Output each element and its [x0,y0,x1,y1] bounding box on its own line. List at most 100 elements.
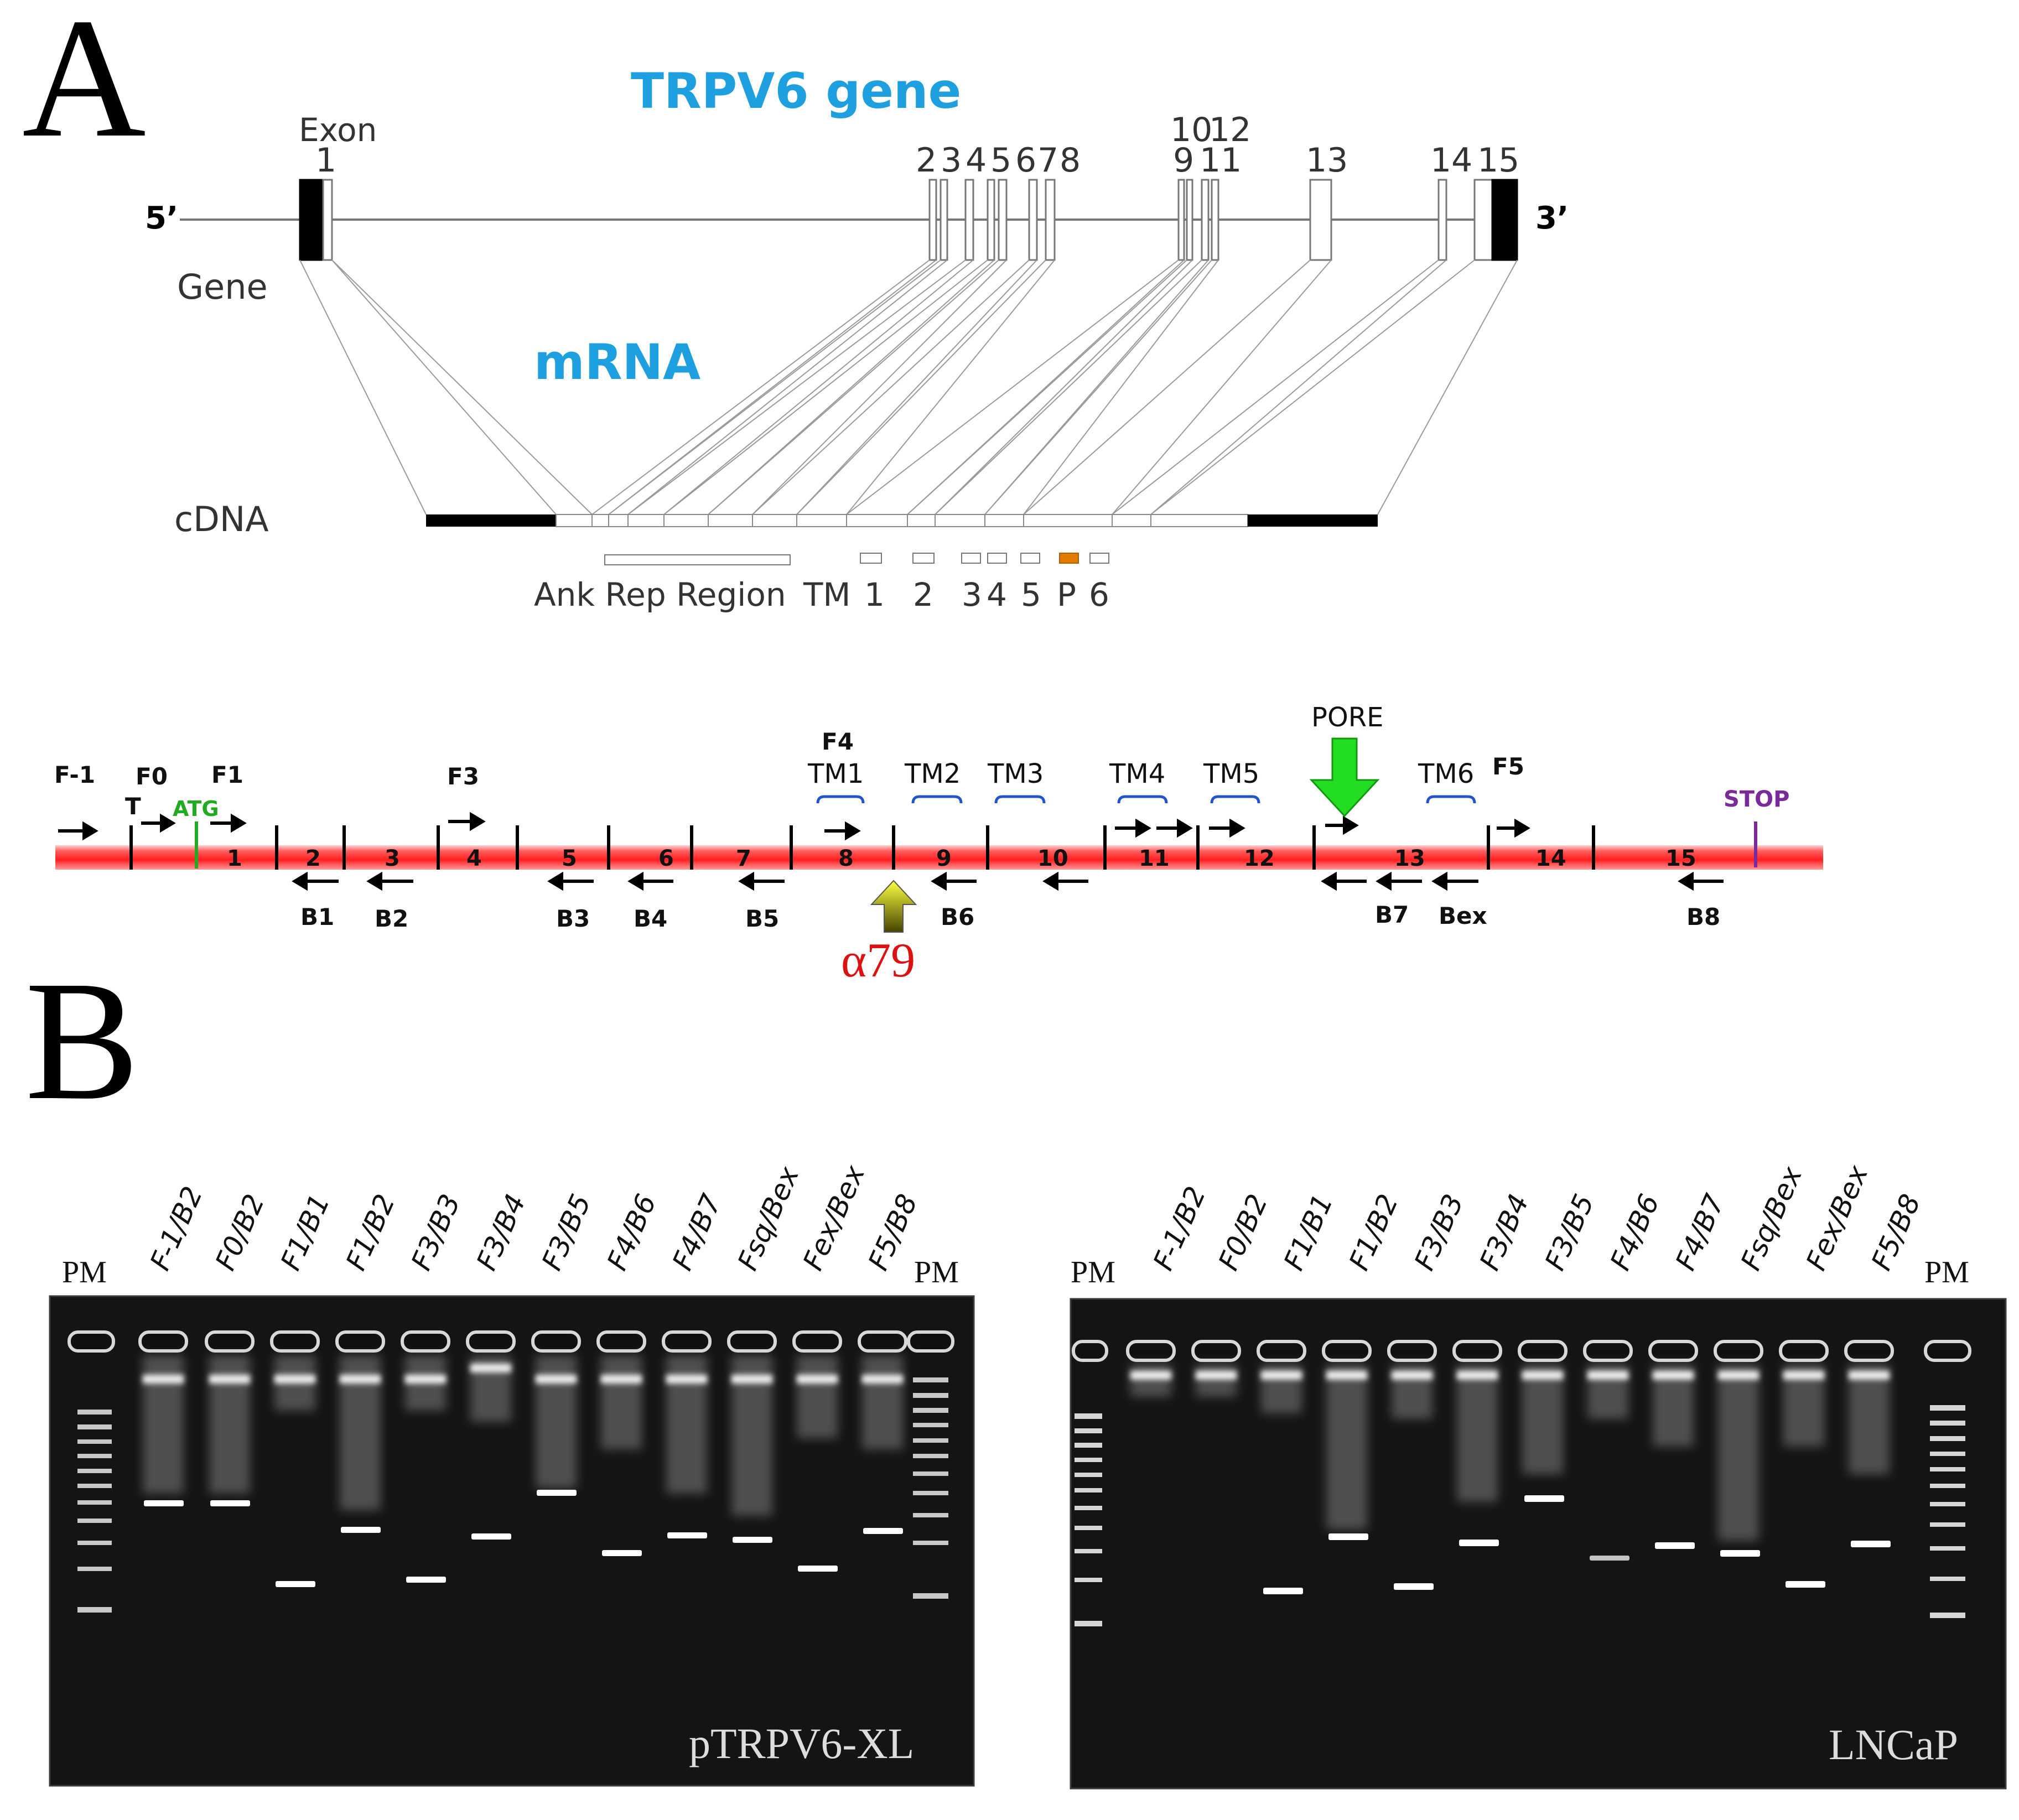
exon-number-12: 12 [1209,111,1251,149]
gene-exon-5 [987,179,995,261]
transcript-exon-13: 13 [1394,846,1425,871]
forward-arrow-tm4b [1156,818,1193,838]
forward-arrow-f1 [210,813,247,833]
cdna-coding [556,514,1248,527]
primer-label-f-1: F-1 [54,761,95,788]
gel-right-lane-labels: PM F-1/B2 F0/B2 F1/B1 F1/B2 F3/B3 F3/B4 … [1071,1161,1969,1289]
tm5-segment-label: TM5 [1203,758,1259,789]
gel-left-band-7 [537,1490,577,1496]
gene-exon-6 [998,179,1008,261]
gel-right-lane-10: Fsq/Bex [1735,1162,1809,1275]
domain-boxes [604,553,1109,565]
cdna-utr3 [1248,514,1378,527]
gene-exon-1-coding [299,179,324,261]
exon-number-9: 9 [1173,141,1194,180]
gel-right-band-12 [1851,1541,1891,1547]
transcript-exon-numbers: 1 2 3 4 5 6 7 8 9 10 11 12 13 14 15 [227,846,1696,871]
primer-label-b3: B3 [556,905,590,932]
transcript-exon-12: 12 [1244,846,1275,871]
gene-exon-15-coding [1491,179,1518,261]
transcript-exon-3: 3 [385,846,400,871]
tm1-bracket [816,795,865,804]
gel-left-product-bands [144,1490,903,1587]
tm-brackets [816,795,1476,804]
transcript-exon-2: 2 [305,846,321,871]
tm3-label: 3 [962,576,982,613]
primer-label-t: T [125,793,141,820]
pore-box [1059,553,1079,564]
exon-number-13: 13 [1306,141,1348,180]
tm3-box [961,553,981,564]
gel-left-ladder-left [77,1410,112,1613]
antibody-arrow-icon [870,880,917,933]
gel-left-wells [68,1330,954,1353]
forward-arrow-f0 [141,813,176,833]
gel-right-band-10 [1720,1550,1760,1557]
gel-right-band-9 [1655,1542,1695,1549]
reverse-primer-arrows [292,871,1724,891]
gel-right-lane-12: F5/B8 [1865,1189,1927,1275]
gene-exon-8 [1045,179,1056,261]
panel-a-label: A [22,0,146,173]
exon-number-14: 14 [1430,141,1472,180]
gel-left-lane-7: F3/B5 [536,1189,597,1275]
tm4-segment-label: TM4 [1109,758,1165,789]
exon-number-7: 7 [1037,141,1058,180]
reverse-arrow-b5 [738,871,785,891]
forward-arrow-f-1 [58,821,98,841]
gel-left-lane-6: F3/B4 [470,1189,532,1275]
ank-rep-label: Ank Rep Region [534,576,786,613]
exon-number-10: 10 [1170,111,1212,149]
primer-label-b7: B7 [1375,901,1409,928]
gel-left-band-1 [144,1500,184,1506]
gel-right-lane-8: F4/B6 [1604,1189,1665,1275]
gene-row-label: Gene [177,267,268,307]
exon-number-5: 5 [990,141,1011,180]
gel-right-lane-5: F3/B3 [1408,1189,1470,1275]
gel-right-ladder-left [1075,1413,1102,1626]
cdna-row-label: cDNA [174,499,269,539]
domain-labels: Ank Rep Region TM 1 2 3 4 5 P 6 [534,576,1109,613]
reverse-arrow-exon10 [1042,871,1088,891]
reverse-arrow-exon13a [1321,871,1367,891]
gel-left-lane-9: F4/B7 [666,1189,728,1275]
gel-right-band-3 [1263,1588,1303,1594]
transcript-exon-8: 8 [838,846,854,871]
gene-exon-2 [928,179,937,261]
gel-left-band-11 [798,1566,838,1572]
gel-right-ladder-right [1930,1405,1965,1618]
gel-left-pm-left: PM [62,1255,107,1289]
exon-number-labels: 1 2 3 4 5 6 7 8 9 10 11 12 13 14 15 [315,111,1519,180]
tm4-label: 4 [987,576,1007,613]
forward-arrow-tm5 [1209,818,1245,838]
gel-left-band-5 [406,1577,446,1583]
tm1-box [860,553,882,564]
gel-right-band-4 [1328,1533,1368,1540]
tm1-label: 1 [864,576,885,613]
gel-left-band-8 [602,1550,642,1556]
primer-label-bex: Bex [1439,902,1487,929]
forward-arrow-f4 [824,821,861,841]
gene-exon-4 [964,179,974,261]
gene-exon-9 [1177,179,1185,261]
gel-left-band-4 [341,1527,381,1533]
tm2-bracket [911,795,963,804]
gel-left-band-6 [471,1533,511,1540]
reverse-arrow-b7 [1376,871,1422,891]
gel-right-band-5 [1394,1583,1434,1590]
exon-number-11: 11 [1200,141,1242,180]
reverse-arrow-b8 [1678,871,1724,891]
gel-left-band-10 [733,1537,772,1543]
transcript-map: ATG STOP 1 2 3 4 5 6 7 8 9 10 11 12 13 1… [54,702,1823,987]
gel-right-lane-7: F3/B5 [1539,1189,1600,1275]
exon-number-4: 4 [966,141,987,180]
reverse-arrow-bex [1431,871,1478,891]
transcript-exon-7: 7 [736,846,751,871]
gel-left-lane-8: F4/B6 [601,1189,662,1275]
gel-left-band-9 [667,1532,707,1538]
exon-number-6: 6 [1015,141,1036,180]
tm5-label: 5 [1021,576,1041,613]
gel-right-lane-1: F-1/B2 [1147,1182,1212,1275]
primer-label-f5: F5 [1492,753,1524,780]
primer-label-b8: B8 [1686,903,1720,930]
